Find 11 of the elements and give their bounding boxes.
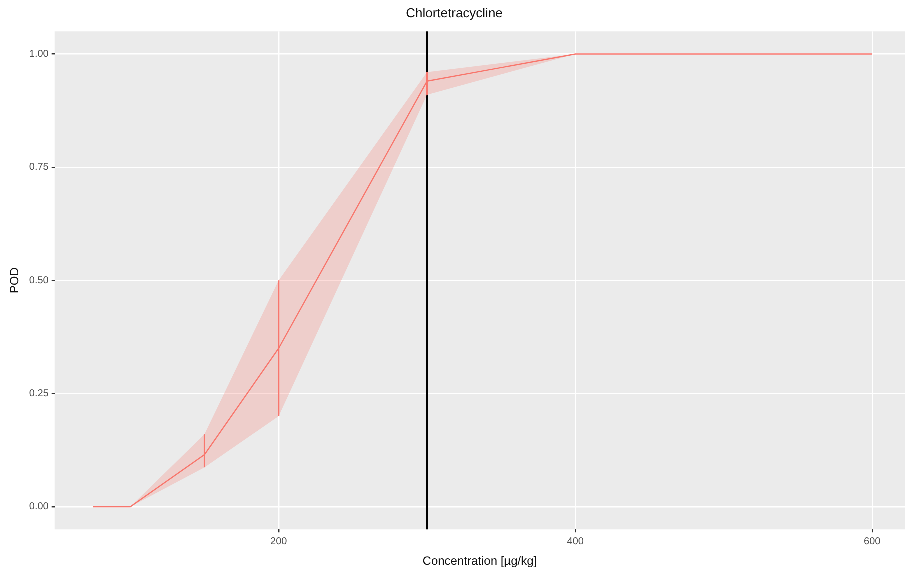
x-tick-label: 400 xyxy=(567,536,584,548)
y-tick-label: 1.00 xyxy=(29,48,50,60)
y-tick-label: 0.75 xyxy=(29,162,50,174)
x-tick-label: 200 xyxy=(270,536,288,548)
y-tick-label: 0.25 xyxy=(29,388,50,400)
chart-title: Chlortetracycline xyxy=(406,5,503,20)
y-axis-title: POD xyxy=(8,267,22,294)
x-axis-title: Concentration [µg/kg] xyxy=(422,554,538,568)
x-tick-label: 600 xyxy=(864,536,882,548)
y-tick-label: 0.50 xyxy=(29,275,50,286)
y-tick-label: 0.00 xyxy=(29,502,50,513)
